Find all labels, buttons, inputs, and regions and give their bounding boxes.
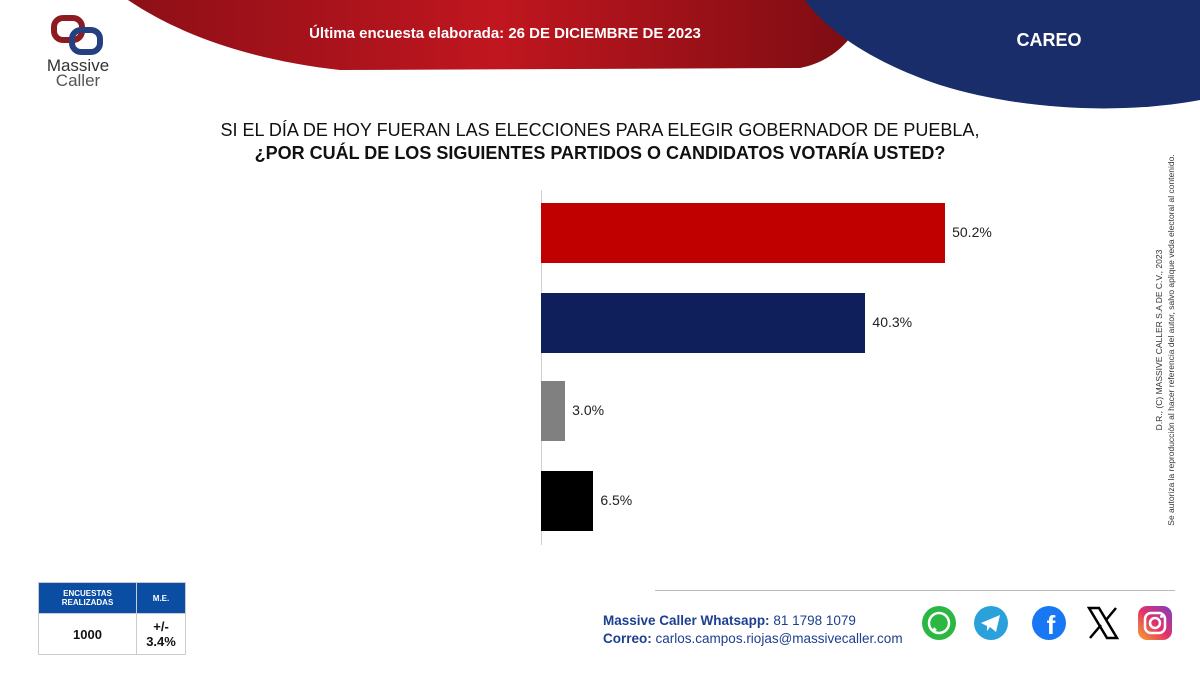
email-address[interactable]: carlos.campos.riojas@massivecaller.com: [655, 631, 903, 646]
svg-text:f: f: [1047, 610, 1056, 640]
survey-date: Última encuesta elaborada: 26 DE DICIEMB…: [309, 25, 701, 42]
copyright-line-2: Se autoriza la reproducción al hacer ref…: [1166, 154, 1176, 526]
whatsapp-contact: Massive Caller Whatsapp: 81 1798 1079: [603, 613, 856, 628]
stats-table: ENCUESTAS REALIZADAS M.E. 1000 +/- 3.4%: [37, 582, 186, 655]
data-label: 40.3%: [872, 314, 913, 330]
bar-1: [541, 293, 866, 353]
whatsapp-icon[interactable]: [920, 604, 958, 642]
whatsapp-number: 81 1798 1079: [773, 613, 856, 628]
logo: [48, 14, 108, 61]
logo-text-massive: Massive: [46, 56, 110, 75]
bar-2: [541, 381, 566, 441]
bar-3: [541, 471, 594, 531]
email-label: Correo:: [603, 631, 652, 646]
logo-mark-icon: [51, 15, 103, 55]
header-background: [128, 0, 1200, 109]
copyright-notice: D.R., (C) MASSIVE CALLER S.A DE C.V., 20…: [1153, 154, 1177, 525]
x-icon[interactable]: [1084, 604, 1122, 642]
surveys-header: ENCUESTAS REALIZADAS: [37, 582, 138, 614]
whatsapp-label: Massive Caller Whatsapp:: [603, 613, 770, 628]
logo-text-caller: Caller: [55, 71, 101, 90]
margin-error-value: +/- 3.4%: [136, 613, 186, 655]
data-label: 3.0%: [572, 402, 605, 418]
facebook-icon[interactable]: f: [1030, 604, 1068, 642]
copyright-line-1: D.R., (C) MASSIVE CALLER S.A DE C.V., 20…: [1154, 249, 1164, 431]
red-banner: [128, 0, 870, 70]
section-title: CAREO: [1016, 30, 1082, 50]
data-label: 50.2%: [952, 224, 992, 240]
logo-text: Massive Caller: [38, 56, 118, 90]
data-label: 6.5%: [600, 492, 633, 508]
bar-0: [541, 203, 946, 263]
instagram-icon[interactable]: [1136, 604, 1174, 642]
footer-divider: [655, 590, 1175, 591]
question-line-2: ¿POR CUÁL DE LOS SIGUIENTES PARTIDOS O C…: [254, 143, 946, 163]
navy-banner: [805, 0, 1200, 109]
chart-axis: [541, 190, 542, 545]
surveys-value: 1000: [37, 613, 138, 655]
margin-error-header: M.E.: [136, 582, 186, 614]
question-line-1: SI EL DÍA DE HOY FUERAN LAS ELECCIONES P…: [220, 120, 980, 140]
email-contact: Correo: carlos.campos.riojas@massivecall…: [603, 631, 903, 646]
telegram-icon[interactable]: [972, 604, 1010, 642]
